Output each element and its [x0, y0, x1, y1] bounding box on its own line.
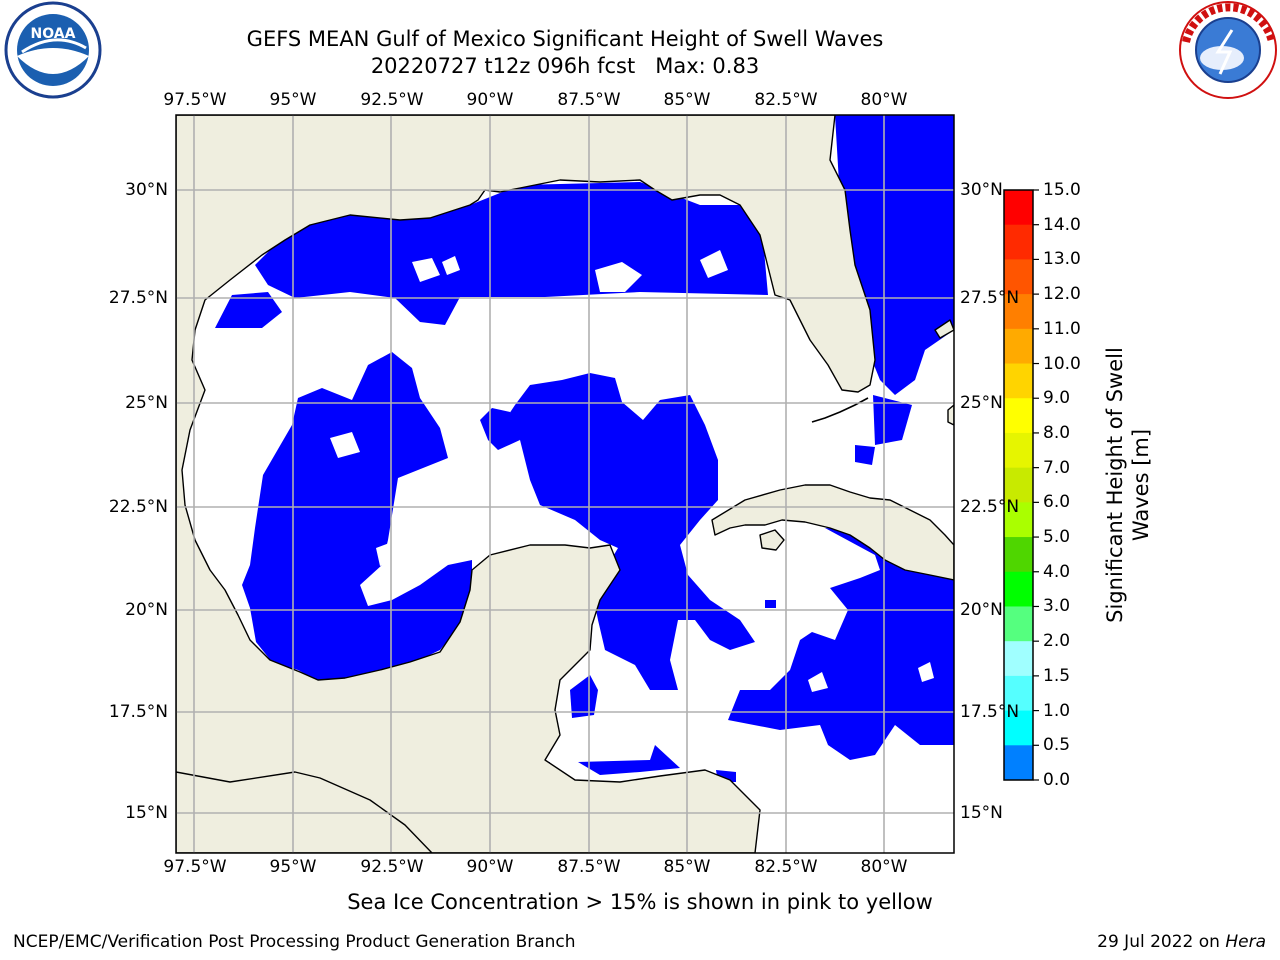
land-masses: [176, 115, 954, 853]
chart-title: GEFS MEAN Gulf of Mexico Significant Hei…: [246, 27, 884, 51]
colorbar-segment: [1004, 398, 1033, 434]
colorbar-label: 12.0: [1043, 284, 1081, 305]
lon-tick-top: 90°W: [466, 90, 514, 110]
colorbar-segment: [1004, 363, 1033, 399]
nws-logo: [1179, 1, 1277, 99]
colorbar-label: 13.0: [1043, 249, 1081, 270]
colorbar-label: 2.0: [1043, 631, 1071, 652]
credit-text: NCEP/EMC/Verification Post Processing Pr…: [13, 932, 576, 952]
lat-tick-right: 15°N: [960, 803, 1003, 823]
colorbar-segment: [1004, 675, 1033, 712]
lat-tick-right: 17.5°N: [960, 702, 1020, 722]
colorbar-label: 14.0: [1043, 214, 1081, 235]
lon-tick-top: 95°W: [269, 90, 317, 110]
lon-tick-bottom: 92.5°W: [360, 857, 424, 877]
lat-tick-right: 22.5°N: [960, 497, 1020, 517]
colorbar-label: 9.0: [1043, 388, 1071, 409]
colorbar-segment: [1004, 641, 1033, 677]
map-frame: [175, 114, 955, 854]
lat-tick-right: 20°N: [960, 600, 1003, 620]
lon-tick-top: 85°W: [663, 90, 711, 110]
colorbar-segment: [1004, 190, 1033, 226]
colorbar-segment: [1004, 467, 1033, 503]
lon-tick-top: 87.5°W: [557, 90, 621, 110]
date-text: 29 Jul 2022 on Hera: [1097, 932, 1266, 952]
graticule: [176, 115, 954, 853]
colorbar-label: 4.0: [1043, 561, 1071, 582]
map-area: [176, 115, 954, 853]
colorbar-segment: [1004, 606, 1033, 642]
lon-tick-top: 80°W: [860, 90, 908, 110]
colorbar-label: 3.0: [1043, 596, 1071, 617]
colorbar-label: 5.0: [1043, 527, 1071, 548]
forecast-label: 20220727 t12z 096h fcst: [370, 54, 636, 78]
date-label: 29 Jul 2022 on: [1097, 932, 1220, 952]
colorbar-segment: [1004, 224, 1033, 260]
lon-tick-bottom: 80°W: [860, 857, 908, 877]
lat-tick-left: 30°N: [125, 180, 168, 200]
colorbar-label: 10.0: [1043, 353, 1081, 374]
colorbar-segment: [1004, 502, 1033, 538]
colorbar-frame: [1003, 189, 1034, 781]
sea-ice-note: Sea Ice Concentration > 15% is shown in …: [347, 890, 933, 914]
colorbar-label: 1.0: [1043, 700, 1071, 721]
colorbar-segment: [1004, 745, 1033, 781]
lon-tick-bottom: 97.5°W: [163, 857, 227, 877]
lat-tick-left: 17.5°N: [108, 702, 168, 722]
colorbar-segment: [1004, 328, 1033, 365]
colorbar-title: Significant Height of Swell Waves [m]: [1103, 347, 1153, 623]
lon-tick-bottom: 95°W: [269, 857, 317, 877]
lat-tick-right: 30°N: [960, 180, 1003, 200]
colorbar-label: 1.5: [1043, 665, 1071, 686]
lon-tick-bottom: 82.5°W: [754, 857, 818, 877]
lon-tick-top: 92.5°W: [360, 90, 424, 110]
colorbar-label: 6.0: [1043, 492, 1071, 513]
noaa-logo: NOAA: [4, 1, 102, 99]
colorbar: [1003, 189, 1039, 781]
colorbar-segment: [1004, 537, 1033, 573]
lat-tick-left: 15°N: [125, 803, 168, 823]
chart-subtitle: 20220727 t12z 096h fcst Max: 0.83: [0, 54, 1130, 78]
host-label: Hera: [1225, 932, 1266, 952]
colorbar-label: 0.5: [1043, 735, 1071, 756]
lon-tick-top: 97.5°W: [163, 90, 227, 110]
colorbar-segment: [1004, 710, 1033, 746]
lat-tick-left: 25°N: [125, 393, 168, 413]
colorbar-segment: [1004, 259, 1033, 295]
colorbar-label: 8.0: [1043, 422, 1071, 443]
lon-tick-bottom: 87.5°W: [557, 857, 621, 877]
lon-tick-bottom: 90°W: [466, 857, 514, 877]
lon-tick-top: 82.5°W: [754, 90, 818, 110]
max-label: Max: 0.83: [655, 54, 760, 78]
lat-tick-left: 22.5°N: [108, 497, 168, 517]
lat-tick-right: 25°N: [960, 393, 1003, 413]
colorbar-segment: [1004, 571, 1033, 607]
noaa-logo-text: NOAA: [31, 26, 76, 42]
lat-tick-left: 27.5°N: [108, 288, 168, 308]
colorbar-segment: [1004, 432, 1033, 469]
lat-tick-left: 20°N: [125, 600, 168, 620]
colorbar-label: 15.0: [1043, 180, 1081, 200]
colorbar-label: 7.0: [1043, 457, 1071, 478]
colorbar-label: 0.0: [1043, 770, 1071, 790]
colorbar-segment: [1004, 294, 1033, 330]
lon-tick-bottom: 85°W: [663, 857, 711, 877]
colorbar-label: 11.0: [1043, 318, 1081, 339]
lat-tick-right: 27.5°N: [960, 288, 1020, 308]
